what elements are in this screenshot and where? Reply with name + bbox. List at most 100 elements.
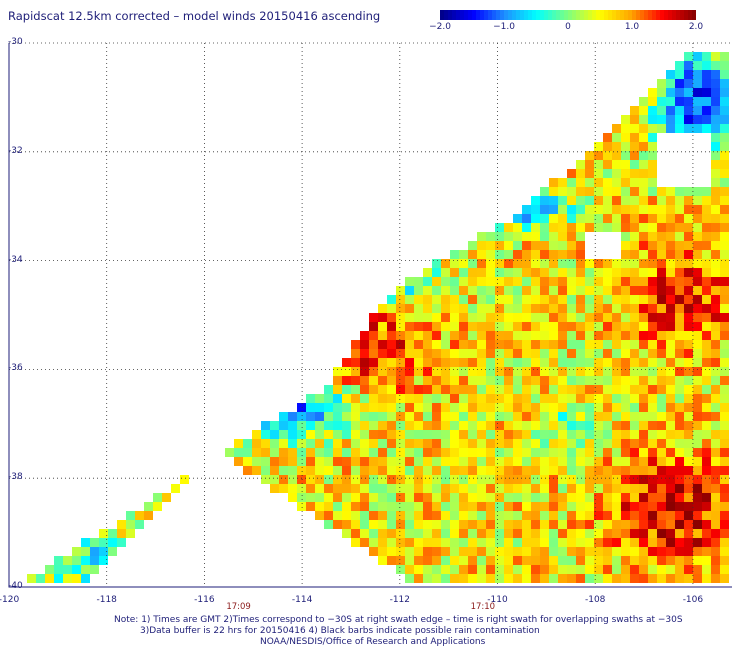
data-cell	[603, 133, 612, 142]
data-cell	[477, 538, 486, 547]
data-cell	[621, 160, 630, 169]
data-cell	[351, 376, 360, 385]
data-cell	[558, 322, 567, 331]
data-cell	[252, 430, 261, 439]
data-cell	[423, 430, 432, 439]
data-cell	[531, 196, 540, 205]
data-cell	[378, 322, 387, 331]
data-cell	[297, 448, 306, 457]
data-cell	[324, 511, 333, 520]
data-cell	[603, 412, 612, 421]
data-cell	[684, 97, 693, 106]
data-cell	[630, 331, 639, 340]
data-cell	[702, 79, 711, 88]
data-cell	[468, 313, 477, 322]
data-cell	[459, 421, 468, 430]
data-cell	[423, 358, 432, 367]
data-cell	[720, 259, 729, 268]
data-cell	[342, 403, 351, 412]
data-cell	[648, 223, 657, 232]
data-cell	[306, 475, 315, 484]
data-cell	[630, 232, 639, 241]
data-cell	[423, 493, 432, 502]
data-cell	[378, 340, 387, 349]
data-cell	[360, 331, 369, 340]
data-cell	[387, 448, 396, 457]
data-cell	[666, 322, 675, 331]
data-cell	[666, 304, 675, 313]
data-cell	[459, 250, 468, 259]
data-cell	[351, 403, 360, 412]
data-cell	[486, 475, 495, 484]
data-cell	[234, 439, 243, 448]
data-cell	[621, 457, 630, 466]
data-cell	[711, 475, 720, 484]
data-cell	[522, 313, 531, 322]
data-cell	[495, 277, 504, 286]
data-cell	[585, 511, 594, 520]
data-cell	[315, 511, 324, 520]
data-cell	[621, 376, 630, 385]
data-cell	[522, 412, 531, 421]
data-cell	[342, 502, 351, 511]
data-cell	[612, 448, 621, 457]
data-cell	[513, 493, 522, 502]
data-cell	[513, 367, 522, 376]
data-cell	[684, 115, 693, 124]
time-label: 17:09	[226, 602, 251, 612]
data-cell	[540, 538, 549, 547]
data-cell	[621, 268, 630, 277]
data-cell	[477, 430, 486, 439]
data-cell	[396, 529, 405, 538]
data-cell	[90, 538, 99, 547]
data-cell	[396, 304, 405, 313]
data-cell	[531, 286, 540, 295]
data-cell	[720, 286, 729, 295]
data-cell	[657, 214, 666, 223]
data-cell	[522, 250, 531, 259]
colorbar-swatch	[456, 10, 461, 20]
data-cell	[360, 448, 369, 457]
data-cell	[531, 331, 540, 340]
data-cell	[702, 475, 711, 484]
data-cell	[63, 574, 72, 583]
data-cell	[369, 466, 378, 475]
data-cell	[657, 430, 666, 439]
colorbar-tick-label: 2.0	[688, 22, 704, 32]
data-cell	[666, 259, 675, 268]
data-cell	[414, 295, 423, 304]
data-cell	[603, 547, 612, 556]
data-cell	[585, 448, 594, 457]
data-cell	[423, 340, 432, 349]
data-cell	[297, 421, 306, 430]
data-cell	[648, 106, 657, 115]
data-cell	[270, 475, 279, 484]
data-cell	[432, 403, 441, 412]
data-cell	[558, 502, 567, 511]
data-cell	[630, 538, 639, 547]
data-cell	[684, 547, 693, 556]
data-cell	[531, 484, 540, 493]
data-cell	[639, 304, 648, 313]
data-cell	[477, 286, 486, 295]
data-cell	[621, 331, 630, 340]
data-cell	[720, 403, 729, 412]
data-cell	[720, 331, 729, 340]
data-cell	[603, 520, 612, 529]
data-cell	[666, 421, 675, 430]
data-cell	[657, 340, 666, 349]
data-cell	[324, 430, 333, 439]
data-cell	[405, 277, 414, 286]
data-cell	[252, 439, 261, 448]
data-cell	[720, 115, 729, 124]
data-cell	[585, 277, 594, 286]
data-cell	[342, 358, 351, 367]
data-cell	[522, 205, 531, 214]
data-cell	[639, 340, 648, 349]
data-cell	[486, 376, 495, 385]
data-cell	[720, 448, 729, 457]
data-cell	[612, 259, 621, 268]
data-cell	[648, 232, 657, 241]
data-cell	[540, 493, 549, 502]
data-cell	[477, 358, 486, 367]
